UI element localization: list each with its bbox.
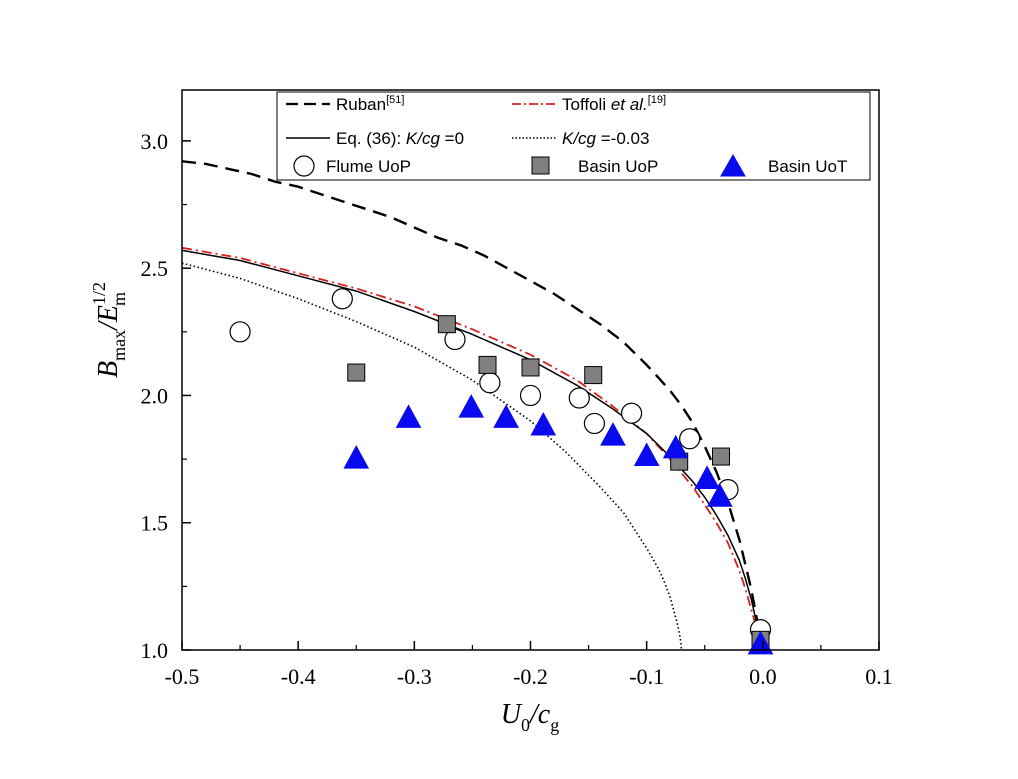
- point-basin-uop: [712, 447, 731, 466]
- y-tick-label: 1.0: [141, 638, 169, 663]
- x-label-sub1: 0: [521, 715, 530, 735]
- curve-dotted-3: [182, 262, 683, 650]
- x-tick-label: 0.1: [865, 664, 893, 689]
- x-tick-label: -0.2: [513, 664, 548, 689]
- curve-dashdot-1: [182, 246, 764, 650]
- y-label-sub1: max: [109, 330, 129, 361]
- legend-label-eq36: Eq. (36): K/cg =0: [336, 129, 464, 148]
- y-tick-label: 1.5: [141, 511, 169, 536]
- legend-label-eq36b: K/cg =-0.03: [562, 129, 649, 148]
- curve-dashed-0: [182, 160, 764, 650]
- point-basin-uot: [343, 445, 370, 469]
- x-label-main: U: [501, 699, 523, 730]
- point-basin-uot: [694, 465, 720, 489]
- legend-marker-basin-uot: [720, 153, 746, 177]
- point-flume-uop: [583, 412, 605, 435]
- legend-label-basin-uop: Basin UoP: [578, 157, 658, 176]
- point-basin-uot: [707, 483, 733, 507]
- legend-label-flume: Flume UoP: [326, 157, 411, 176]
- point-basin-uop: [478, 355, 497, 374]
- x-axis: -0.5 -0.4 -0.3 -0.2 -0.1 0.0 0.1: [165, 641, 893, 689]
- point-flume-uop: [620, 402, 643, 424]
- y-axis: 1.0 1.5 2.0 2.5 3.0: [141, 129, 191, 663]
- point-flume-uop: [229, 321, 251, 343]
- y-tick-label: 3.0: [141, 129, 169, 154]
- legend-marker-basin-uop: [531, 156, 550, 175]
- point-flume-uop: [519, 384, 542, 407]
- point-basin-uot: [458, 394, 485, 418]
- legend-label-ruban: Ruban[51]: [336, 94, 404, 114]
- legend-label-basin-uot: Basin UoT: [768, 157, 847, 176]
- point-basin-uot: [530, 411, 557, 436]
- y-tick-label: 2.0: [141, 383, 169, 408]
- point-flume-uop: [679, 428, 701, 450]
- point-flume-uop: [568, 387, 590, 409]
- y-label-sup: 1/2: [89, 282, 109, 305]
- x-tick-label: -0.4: [281, 664, 316, 689]
- y-label-sub2: m: [109, 292, 129, 306]
- x-tick-label: -0.1: [629, 664, 664, 689]
- point-flume-uop: [479, 372, 501, 394]
- y-axis-label: Bmax/E1/2m: [89, 282, 129, 378]
- x-tick-label: -0.3: [397, 664, 432, 689]
- x-tick-label: -0.5: [165, 664, 200, 689]
- point-basin-uot: [493, 404, 519, 428]
- legend: Ruban[51] Toffoli et al.[19] Eq. (36): K…: [276, 91, 871, 181]
- curve-solid-2: [182, 249, 764, 650]
- point-basin-uot: [747, 630, 774, 655]
- chart-curves: [182, 160, 764, 650]
- point-flume-uop: [331, 288, 353, 310]
- point-basin-uot: [395, 404, 422, 428]
- legend-box: [276, 91, 871, 181]
- y-tick-label: 2.5: [141, 256, 169, 281]
- y-label-main: B: [93, 361, 124, 378]
- x-label-sub2: g: [550, 715, 559, 735]
- point-basin-uop: [347, 363, 366, 382]
- point-basin-uot: [662, 434, 689, 459]
- x-tick-label: 0.0: [749, 664, 777, 689]
- x-label-mid: /c: [528, 699, 551, 730]
- point-basin-uop: [584, 366, 603, 385]
- x-axis-label: U0/cg: [501, 699, 559, 735]
- chart-markers: [229, 288, 774, 655]
- legend-label-toffoli: Toffoli et al.[19]: [562, 94, 666, 114]
- point-basin-uot: [600, 422, 626, 446]
- legend-marker-flume: [293, 155, 315, 177]
- point-basin-uot: [633, 442, 660, 467]
- point-basin-uop: [437, 315, 456, 334]
- point-basin-uop: [521, 358, 540, 377]
- y-label-mid: /E: [93, 305, 124, 332]
